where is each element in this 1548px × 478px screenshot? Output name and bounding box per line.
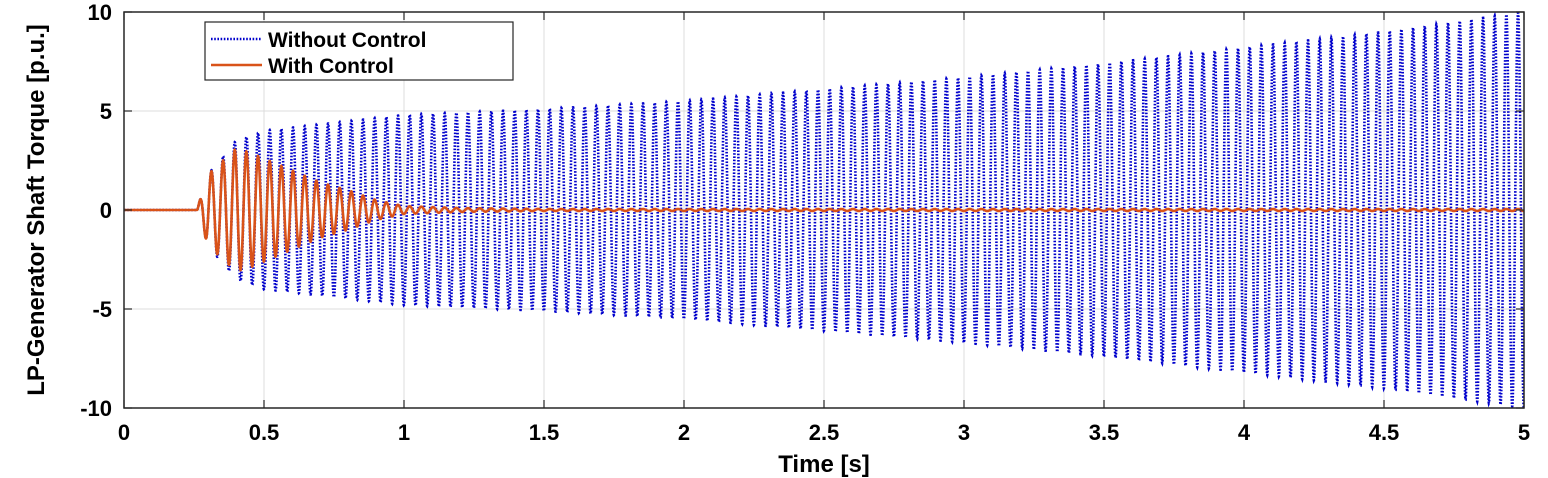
legend-label-without-control: Without Control [268,29,426,52]
x-tick-label: 4 [1238,420,1251,445]
x-tick-label: 4.5 [1369,420,1400,445]
x-tick-label: 2.5 [809,420,840,445]
series-without-control-line [124,12,1524,408]
legend-label-with-control: With Control [268,55,394,78]
x-tick-label: 3.5 [1089,420,1120,445]
y-axis-ticks: 10 5 0 -5 -10 [80,0,1524,421]
y-tick-label: -10 [80,396,112,421]
x-axis-ticks: 0 0.5 1 1.5 2 2.5 3 3.5 4 4.5 5 [118,12,1530,445]
x-tick-label: 1.5 [529,420,560,445]
legend-box [204,21,514,81]
y-tick-label: 0 [100,198,112,223]
legend: Without Control With Control [204,21,514,81]
series-with-control-line [124,147,1524,272]
x-tick-label: 2 [678,420,690,445]
x-tick-label: 0.5 [249,420,280,445]
y-tick-label: 10 [88,0,112,25]
x-tick-label: 0 [118,420,130,445]
y-tick-label: 5 [100,99,112,124]
y-tick-label: -5 [92,297,112,322]
x-tick-label: 5 [1518,420,1530,445]
x-tick-label: 3 [958,420,970,445]
x-axis-label: Time [s] [778,451,870,478]
x-tick-label: 1 [398,420,410,445]
y-axis-label: LP-Generator Shaft Torque [p.u.] [23,24,50,396]
